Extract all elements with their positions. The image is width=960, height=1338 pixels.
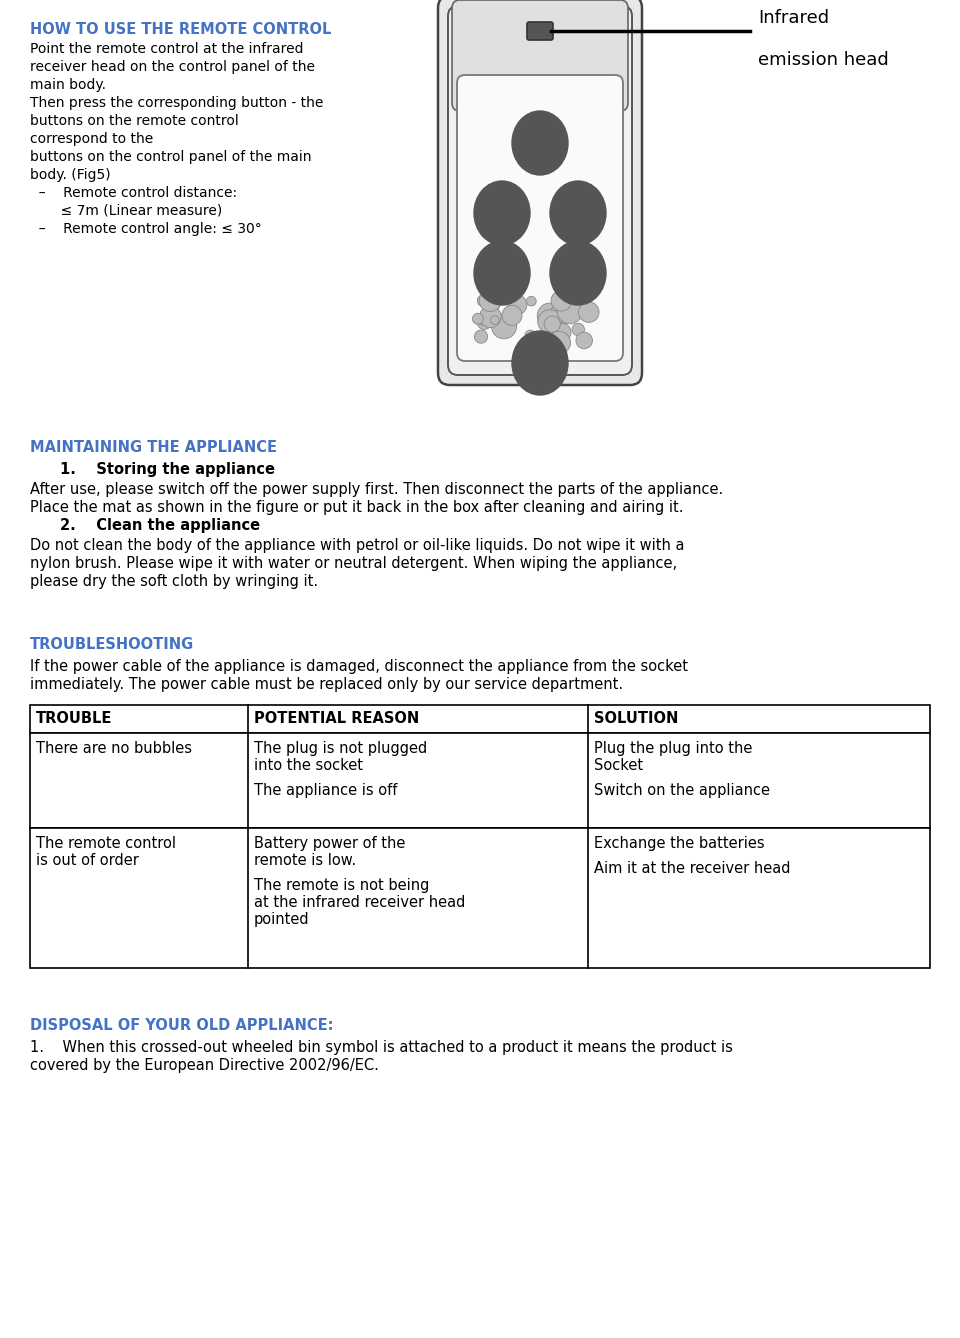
Ellipse shape <box>512 111 568 175</box>
Text: 1.    When this crossed-out wheeled bin symbol is attached to a product it means: 1. When this crossed-out wheeled bin sym… <box>30 1040 732 1054</box>
Text: SOLUTION: SOLUTION <box>594 710 679 727</box>
Text: Plug the plug into the: Plug the plug into the <box>594 741 753 756</box>
Circle shape <box>480 306 501 328</box>
Text: 2.    Clean the appliance: 2. Clean the appliance <box>60 518 260 533</box>
Circle shape <box>579 302 599 322</box>
Circle shape <box>472 313 484 324</box>
Circle shape <box>557 298 583 324</box>
Ellipse shape <box>550 241 606 305</box>
FancyBboxPatch shape <box>527 21 553 40</box>
Text: Do not clean the body of the appliance with petrol or oil-like liquids. Do not w: Do not clean the body of the appliance w… <box>30 538 684 553</box>
FancyBboxPatch shape <box>30 705 930 733</box>
Text: After use, please switch off the power supply first. Then disconnect the parts o: After use, please switch off the power s… <box>30 482 723 496</box>
Text: –    Remote control distance:: – Remote control distance: <box>30 186 237 199</box>
Text: correspond to the: correspond to the <box>30 132 154 146</box>
Circle shape <box>538 304 563 329</box>
Text: body. (Fig5): body. (Fig5) <box>30 169 110 182</box>
FancyBboxPatch shape <box>457 75 623 361</box>
Text: Switch on the appliance: Switch on the appliance <box>594 783 770 797</box>
Text: Exchange the batteries: Exchange the batteries <box>594 836 764 851</box>
Circle shape <box>548 332 570 355</box>
Text: DISPOSAL OF YOUR OLD APPLIANCE:: DISPOSAL OF YOUR OLD APPLIANCE: <box>30 1018 333 1033</box>
Circle shape <box>477 294 489 306</box>
Circle shape <box>544 312 558 325</box>
Text: POTENTIAL REASON: POTENTIAL REASON <box>254 710 420 727</box>
Text: immediately. The power cable must be replaced only by our service department.: immediately. The power cable must be rep… <box>30 677 623 692</box>
Text: Battery power of the: Battery power of the <box>254 836 405 851</box>
Circle shape <box>526 296 537 306</box>
Text: into the socket: into the socket <box>254 759 363 773</box>
Text: The plug is not plugged: The plug is not plugged <box>254 741 427 756</box>
Circle shape <box>538 310 562 333</box>
Circle shape <box>525 330 536 340</box>
Text: The appliance is off: The appliance is off <box>254 783 397 797</box>
Text: –    Remote control angle: ≤ 30°: – Remote control angle: ≤ 30° <box>30 222 262 235</box>
Text: nylon brush. Please wipe it with water or neutral detergent. When wiping the app: nylon brush. Please wipe it with water o… <box>30 557 677 571</box>
Circle shape <box>544 316 561 332</box>
Text: 1.    Storing the appliance: 1. Storing the appliance <box>60 462 275 478</box>
Circle shape <box>474 330 488 344</box>
FancyBboxPatch shape <box>30 828 930 967</box>
Text: Infrared: Infrared <box>758 9 829 27</box>
Circle shape <box>477 314 492 329</box>
Circle shape <box>572 297 590 316</box>
Ellipse shape <box>474 241 530 305</box>
Circle shape <box>549 306 567 324</box>
Text: MAINTAINING THE APPLIANCE: MAINTAINING THE APPLIANCE <box>30 440 277 455</box>
Circle shape <box>492 313 516 339</box>
Circle shape <box>576 332 592 349</box>
Text: please dry the soft cloth by wringing it.: please dry the soft cloth by wringing it… <box>30 574 318 589</box>
Circle shape <box>507 294 527 314</box>
Text: HOW TO USE THE REMOTE CONTROL: HOW TO USE THE REMOTE CONTROL <box>30 21 331 37</box>
Text: receiver head on the control panel of the: receiver head on the control panel of th… <box>30 60 315 74</box>
Text: main body.: main body. <box>30 78 106 92</box>
Text: remote is low.: remote is low. <box>254 854 356 868</box>
Ellipse shape <box>512 330 568 395</box>
Text: The remote control: The remote control <box>36 836 176 851</box>
Ellipse shape <box>474 181 530 245</box>
FancyBboxPatch shape <box>452 0 628 111</box>
Text: Point the remote control at the infrared: Point the remote control at the infrared <box>30 41 303 56</box>
Circle shape <box>572 324 585 336</box>
Text: The remote is not being: The remote is not being <box>254 878 429 892</box>
Circle shape <box>551 290 571 310</box>
Circle shape <box>479 290 501 312</box>
Text: Socket: Socket <box>594 759 643 773</box>
Text: buttons on the control panel of the main: buttons on the control panel of the main <box>30 150 311 165</box>
Text: buttons on the remote control: buttons on the remote control <box>30 114 239 128</box>
FancyBboxPatch shape <box>30 733 930 828</box>
FancyBboxPatch shape <box>448 5 632 375</box>
Circle shape <box>553 324 571 341</box>
Text: is out of order: is out of order <box>36 854 139 868</box>
Text: Aim it at the receiver head: Aim it at the receiver head <box>594 860 790 876</box>
Text: TROUBLE: TROUBLE <box>36 710 112 727</box>
Circle shape <box>487 297 500 310</box>
Circle shape <box>478 317 487 325</box>
Circle shape <box>502 305 522 325</box>
Text: If the power cable of the appliance is damaged, disconnect the appliance from th: If the power cable of the appliance is d… <box>30 660 688 674</box>
Text: at the infrared receiver head: at the infrared receiver head <box>254 895 466 910</box>
Text: Then press the corresponding button - the: Then press the corresponding button - th… <box>30 96 324 110</box>
Text: Place the mat as shown in the figure or put it back in the box after cleaning an: Place the mat as shown in the figure or … <box>30 500 684 515</box>
Ellipse shape <box>550 181 606 245</box>
Circle shape <box>557 310 570 324</box>
Text: TROUBLESHOOTING: TROUBLESHOOTING <box>30 637 194 652</box>
Text: covered by the European Directive 2002/96/EC.: covered by the European Directive 2002/9… <box>30 1058 379 1073</box>
FancyBboxPatch shape <box>438 0 642 385</box>
Text: There are no bubbles: There are no bubbles <box>36 741 192 756</box>
Text: emission head: emission head <box>758 51 889 70</box>
Text: ≤ 7m (Linear measure): ≤ 7m (Linear measure) <box>30 203 223 218</box>
Text: pointed: pointed <box>254 913 310 927</box>
Circle shape <box>491 316 499 324</box>
